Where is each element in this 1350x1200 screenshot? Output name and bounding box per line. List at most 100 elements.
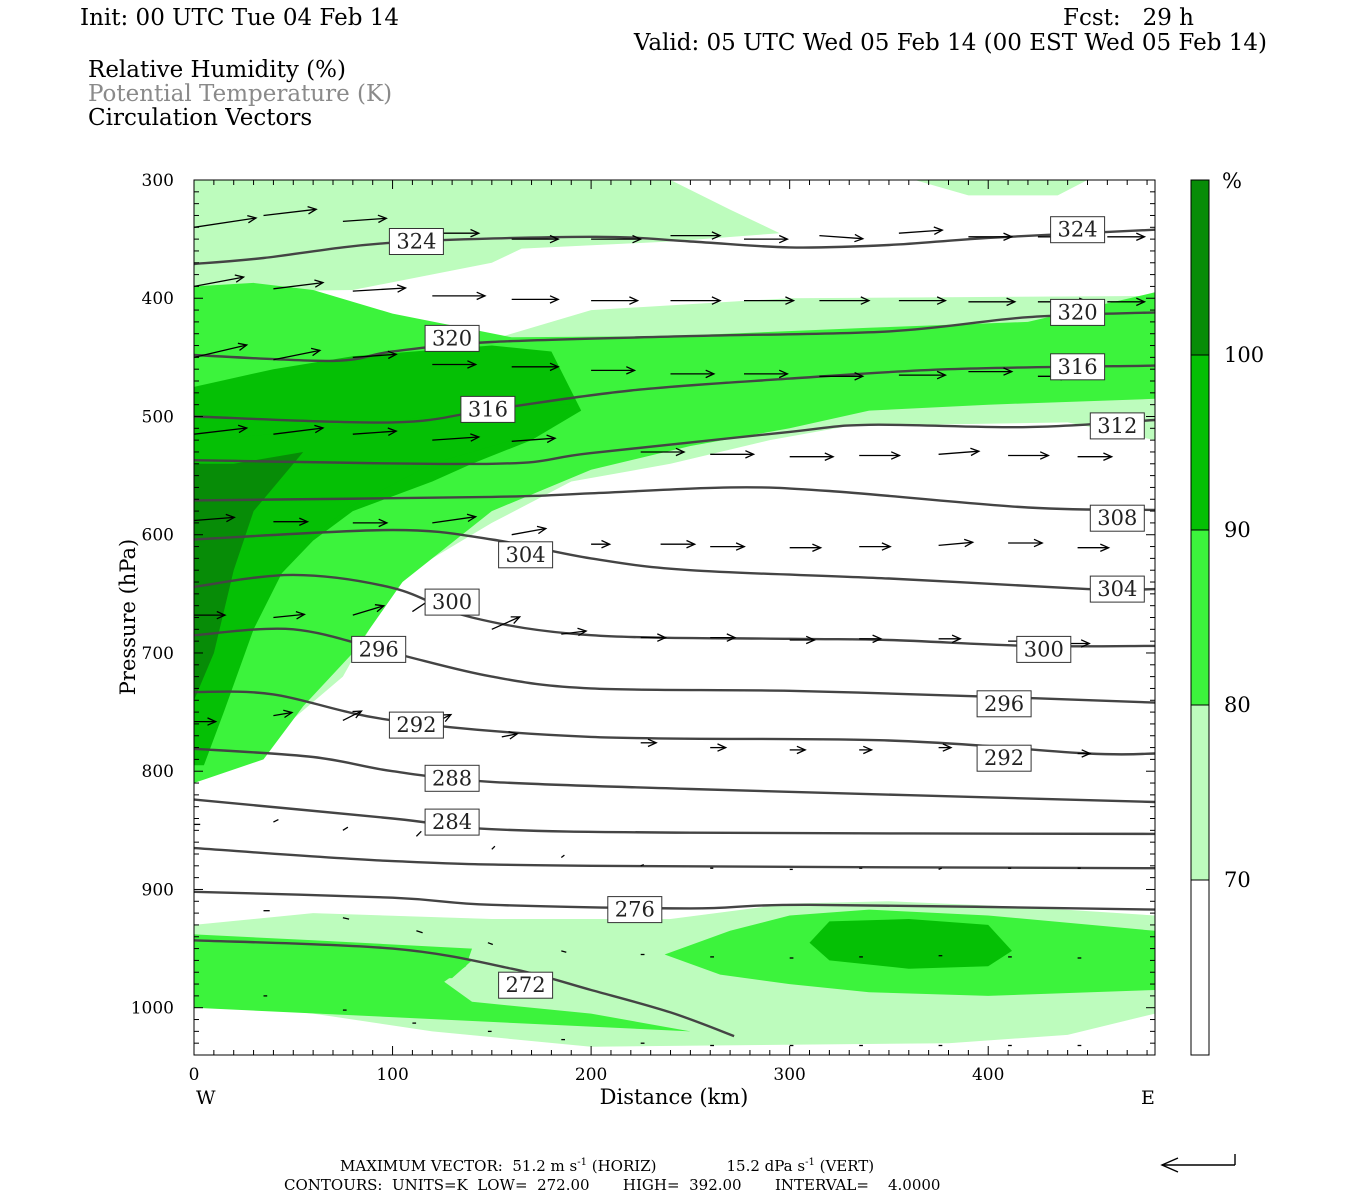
y-axis-label: Pressure (hPa) bbox=[116, 539, 140, 695]
colorbar-segment-100 bbox=[1190, 354, 1210, 531]
theta-contour-320 bbox=[194, 311, 1155, 363]
theta-contour-308 bbox=[194, 486, 1155, 512]
circulation-vector bbox=[342, 826, 349, 831]
circulation-vector bbox=[859, 634, 883, 644]
reference-vector-icon bbox=[1160, 1154, 1236, 1173]
circulation-vector bbox=[640, 447, 686, 457]
circulation-vector bbox=[640, 863, 645, 867]
circulation-vector bbox=[561, 627, 588, 637]
circulation-vector bbox=[273, 347, 322, 361]
svg-text:320: 320 bbox=[432, 326, 472, 350]
colorbar-segment-90 bbox=[1190, 529, 1210, 706]
circulation-vector bbox=[898, 296, 947, 305]
circulation-vector bbox=[491, 616, 522, 630]
svg-text:276: 276 bbox=[615, 898, 655, 922]
circulation-vector bbox=[710, 542, 746, 551]
x-tick-label: 300 bbox=[773, 1065, 805, 1085]
y-tick-label: 800 bbox=[142, 762, 174, 782]
y-tick-label: 700 bbox=[142, 644, 174, 664]
contour-label-300: 300 bbox=[424, 588, 480, 616]
legend-potential-temperature: Potential Temperature (K) bbox=[88, 81, 392, 107]
theta-contour-280 bbox=[194, 846, 1155, 870]
circulation-vector bbox=[416, 930, 423, 934]
circulation-vector bbox=[789, 745, 807, 755]
contour-label-272: 272 bbox=[498, 971, 554, 999]
circulation-vector bbox=[898, 370, 947, 380]
theta-contour-324 bbox=[194, 228, 1155, 266]
svg-text:308: 308 bbox=[1097, 506, 1137, 530]
circulation-vector bbox=[273, 819, 279, 823]
circulation-vector bbox=[789, 635, 817, 645]
contour-label-276: 276 bbox=[607, 896, 663, 924]
circulation-vector bbox=[511, 362, 560, 372]
y-tick-label: 1000 bbox=[131, 999, 174, 1019]
circulation-vector bbox=[273, 610, 306, 620]
contour-label-296: 296 bbox=[351, 635, 407, 663]
circulation-vector bbox=[352, 518, 389, 528]
y-tick-label: 600 bbox=[142, 526, 174, 546]
y-tick-label: 400 bbox=[142, 289, 174, 309]
svg-text:316: 316 bbox=[468, 397, 508, 421]
legend-relative-humidity: Relative Humidity (%) bbox=[88, 57, 346, 83]
circulation-vector bbox=[938, 743, 953, 752]
colorbar: % 100 90 80 70 bbox=[1190, 169, 1264, 1056]
circulation-vector bbox=[432, 360, 478, 369]
svg-text:300: 300 bbox=[1024, 637, 1064, 661]
circulation-vector bbox=[273, 279, 325, 290]
circulation-vector bbox=[194, 214, 258, 228]
y-tick-label: 300 bbox=[142, 171, 174, 191]
svg-text:284: 284 bbox=[432, 810, 472, 834]
circulation-vector bbox=[640, 633, 668, 642]
contour-label-308: 308 bbox=[1089, 504, 1145, 532]
east-label: E bbox=[1141, 1087, 1155, 1109]
theta-contour-284 bbox=[194, 798, 1155, 836]
circulation-vector bbox=[968, 367, 1014, 376]
forecast-hour: Fcst: 29 h bbox=[1063, 5, 1194, 31]
svg-text:324: 324 bbox=[396, 230, 436, 254]
svg-text:292: 292 bbox=[984, 746, 1024, 770]
theta-contour-292 bbox=[194, 690, 1155, 756]
circulation-vector bbox=[1077, 452, 1114, 461]
circulation-vector bbox=[273, 709, 294, 719]
colorbar-segment-top bbox=[1190, 179, 1210, 356]
theta-contour-316 bbox=[194, 364, 1155, 424]
circulation-vector bbox=[194, 274, 246, 288]
theta-contour-304 bbox=[194, 528, 1155, 592]
circulation-vector bbox=[591, 366, 637, 375]
contour-label-288: 288 bbox=[424, 764, 480, 792]
svg-text:272: 272 bbox=[506, 973, 546, 997]
circulation-vector bbox=[789, 543, 823, 552]
colorbar-segment-80 bbox=[1190, 704, 1210, 881]
contour-label-312: 312 bbox=[1089, 412, 1145, 440]
circulation-vector bbox=[511, 434, 557, 444]
circulation-vector bbox=[1107, 232, 1147, 241]
circulation-vector bbox=[819, 372, 865, 381]
circulation-vector bbox=[898, 226, 944, 235]
contour-label-300: 300 bbox=[1016, 635, 1072, 663]
svg-text:292: 292 bbox=[396, 713, 436, 737]
x-tick-label: 0 bbox=[189, 1065, 200, 1085]
circulation-vector bbox=[352, 284, 408, 293]
circulation-vector bbox=[938, 447, 981, 457]
contour-label-304: 304 bbox=[498, 541, 554, 569]
contour-label-316: 316 bbox=[460, 395, 516, 423]
circulation-vectors bbox=[194, 205, 1147, 1047]
legend-circulation-vectors: Circulation Vectors bbox=[88, 105, 312, 131]
circulation-vector bbox=[591, 296, 640, 305]
circulation-vector bbox=[1008, 451, 1050, 460]
circulation-vector bbox=[432, 291, 487, 301]
svg-text:324: 324 bbox=[1058, 218, 1098, 242]
colorbar-unit: % bbox=[1222, 169, 1242, 193]
rh-region-80 bbox=[194, 954, 472, 985]
colorbar-label-100: 100 bbox=[1224, 343, 1264, 367]
x-tick-label: 400 bbox=[972, 1065, 1004, 1085]
contour-label-324: 324 bbox=[1050, 216, 1106, 244]
circulation-vector bbox=[432, 513, 478, 524]
circulation-vector bbox=[487, 942, 494, 946]
circulation-vector bbox=[859, 542, 892, 551]
circulation-vector bbox=[591, 234, 643, 244]
circulation-vector bbox=[819, 233, 865, 243]
circulation-vector bbox=[352, 427, 398, 436]
circulation-vector bbox=[744, 296, 796, 305]
circulation-vector bbox=[670, 296, 722, 305]
